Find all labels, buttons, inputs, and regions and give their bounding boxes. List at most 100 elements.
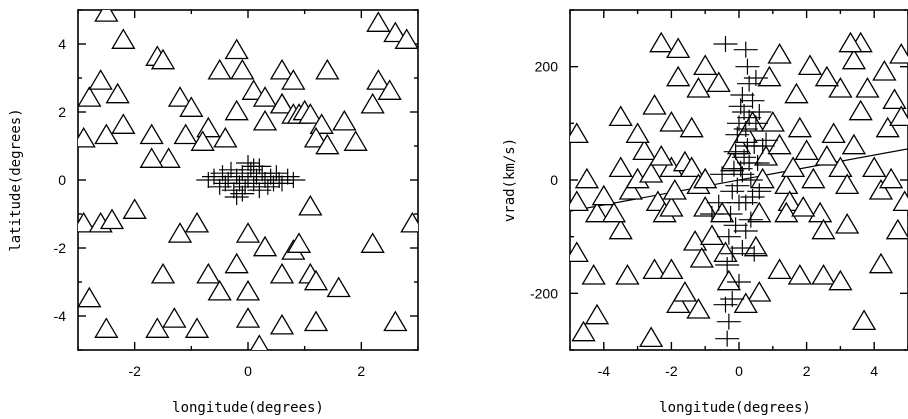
triangle-point — [841, 48, 867, 70]
cross-point — [720, 245, 745, 262]
cross-point — [264, 165, 289, 182]
triangle-point — [224, 99, 249, 121]
triangle-point — [111, 113, 136, 134]
triangle-point — [584, 201, 610, 223]
y-tick-label: 200 — [535, 59, 559, 75]
cross-point — [275, 168, 300, 185]
triangle-point — [689, 247, 714, 268]
triangle-point — [608, 105, 633, 127]
triangle-point — [878, 167, 904, 189]
triangle-point — [269, 262, 295, 284]
triangle-point — [699, 224, 725, 246]
triangle-point — [332, 109, 357, 131]
triangle-point — [230, 58, 255, 80]
triangle-point — [235, 222, 261, 243]
triangle-point — [838, 31, 863, 53]
triangle-point — [862, 156, 887, 178]
triangle-point — [868, 252, 894, 274]
triangle-point — [213, 126, 238, 148]
cross-point — [733, 41, 758, 58]
triangle-point — [366, 11, 391, 32]
triangle-point — [632, 139, 657, 161]
triangle-point — [875, 116, 900, 138]
triangle-point — [145, 317, 170, 338]
triangle-point — [872, 60, 897, 81]
triangle-point — [235, 279, 261, 301]
cross-point — [747, 104, 772, 120]
x-tick-label: -4 — [598, 363, 611, 379]
triangle-point — [821, 122, 846, 144]
cross-point — [715, 257, 740, 273]
triangle-point — [889, 43, 908, 64]
triangle-point — [184, 317, 210, 338]
triangle-point — [835, 213, 860, 234]
cross-point — [706, 194, 731, 211]
cross-point — [742, 245, 767, 262]
triangle-point — [814, 65, 840, 87]
triangle-point — [686, 77, 711, 98]
triangle-point — [298, 103, 323, 124]
triangle-point — [252, 86, 278, 107]
triangle-point — [105, 82, 130, 104]
triangle-point — [828, 156, 853, 178]
triangle-point — [207, 58, 232, 80]
y-tick-label: 0 — [550, 172, 558, 188]
triangle-point — [797, 54, 823, 76]
triangle-point — [740, 111, 765, 132]
triangle-point — [855, 77, 880, 98]
triangle-point — [767, 43, 792, 64]
triangle-point — [269, 92, 295, 114]
triangle-point — [618, 179, 643, 200]
triangle-point — [885, 218, 908, 240]
right-panel-vrad-vs-longitude: -4 -2 0 2 4 -200 0 200 longitude(degrees) vrad(km… — [502, 9, 908, 416]
triangle-point — [649, 145, 674, 166]
triangle-point — [672, 281, 698, 302]
y-tick-label: -4 — [54, 308, 67, 324]
triangle-point — [360, 232, 385, 253]
triangle-point — [889, 105, 908, 127]
x-axis-label: longitude(degrees) — [172, 400, 324, 416]
cross-point — [732, 149, 757, 166]
triangle-point — [179, 96, 204, 117]
triangle-point — [642, 258, 667, 280]
x-tick-label: -2 — [128, 363, 141, 379]
triangle-point — [659, 258, 684, 280]
cross-point — [713, 36, 738, 52]
y-tick-label: 0 — [58, 172, 66, 188]
cross-point — [720, 291, 745, 307]
x-tick-label: 0 — [735, 363, 743, 379]
cross-point — [196, 172, 221, 188]
triangle-point — [156, 147, 181, 168]
cross-point — [727, 194, 751, 211]
triangle-point — [662, 179, 687, 200]
cross-point — [716, 228, 741, 245]
triangle-point — [868, 179, 894, 200]
triangle-point — [303, 126, 329, 148]
y-axis-label: latitude(degrees) — [8, 108, 24, 251]
triangle-point — [167, 222, 193, 243]
triangle-point — [625, 122, 650, 144]
triangle-point — [828, 269, 853, 291]
triangle-point — [787, 116, 812, 138]
triangle-point — [584, 303, 610, 325]
cross-point — [735, 58, 760, 75]
left-panel-latitude-vs-longitude: -2 0 2 -4 -2 0 2 4 longitude(degrees) latitude(de… — [8, 9, 419, 416]
triangle-point — [767, 133, 792, 155]
triangle-point — [343, 130, 368, 151]
triangle-point — [250, 334, 269, 350]
triangle-point — [122, 198, 147, 219]
triangle-point — [286, 232, 312, 253]
triangle-point — [269, 313, 295, 335]
cross-point — [740, 92, 765, 109]
triangle-point — [713, 241, 738, 263]
triangle-point — [747, 201, 772, 223]
triangle-point — [882, 88, 907, 110]
triangle-point — [693, 54, 718, 76]
triangle-point — [666, 292, 691, 314]
triangle-point — [601, 201, 627, 223]
triangle-point — [383, 310, 408, 332]
triangle-point — [814, 145, 840, 166]
cross-point — [247, 158, 272, 175]
cross-point — [728, 160, 753, 177]
